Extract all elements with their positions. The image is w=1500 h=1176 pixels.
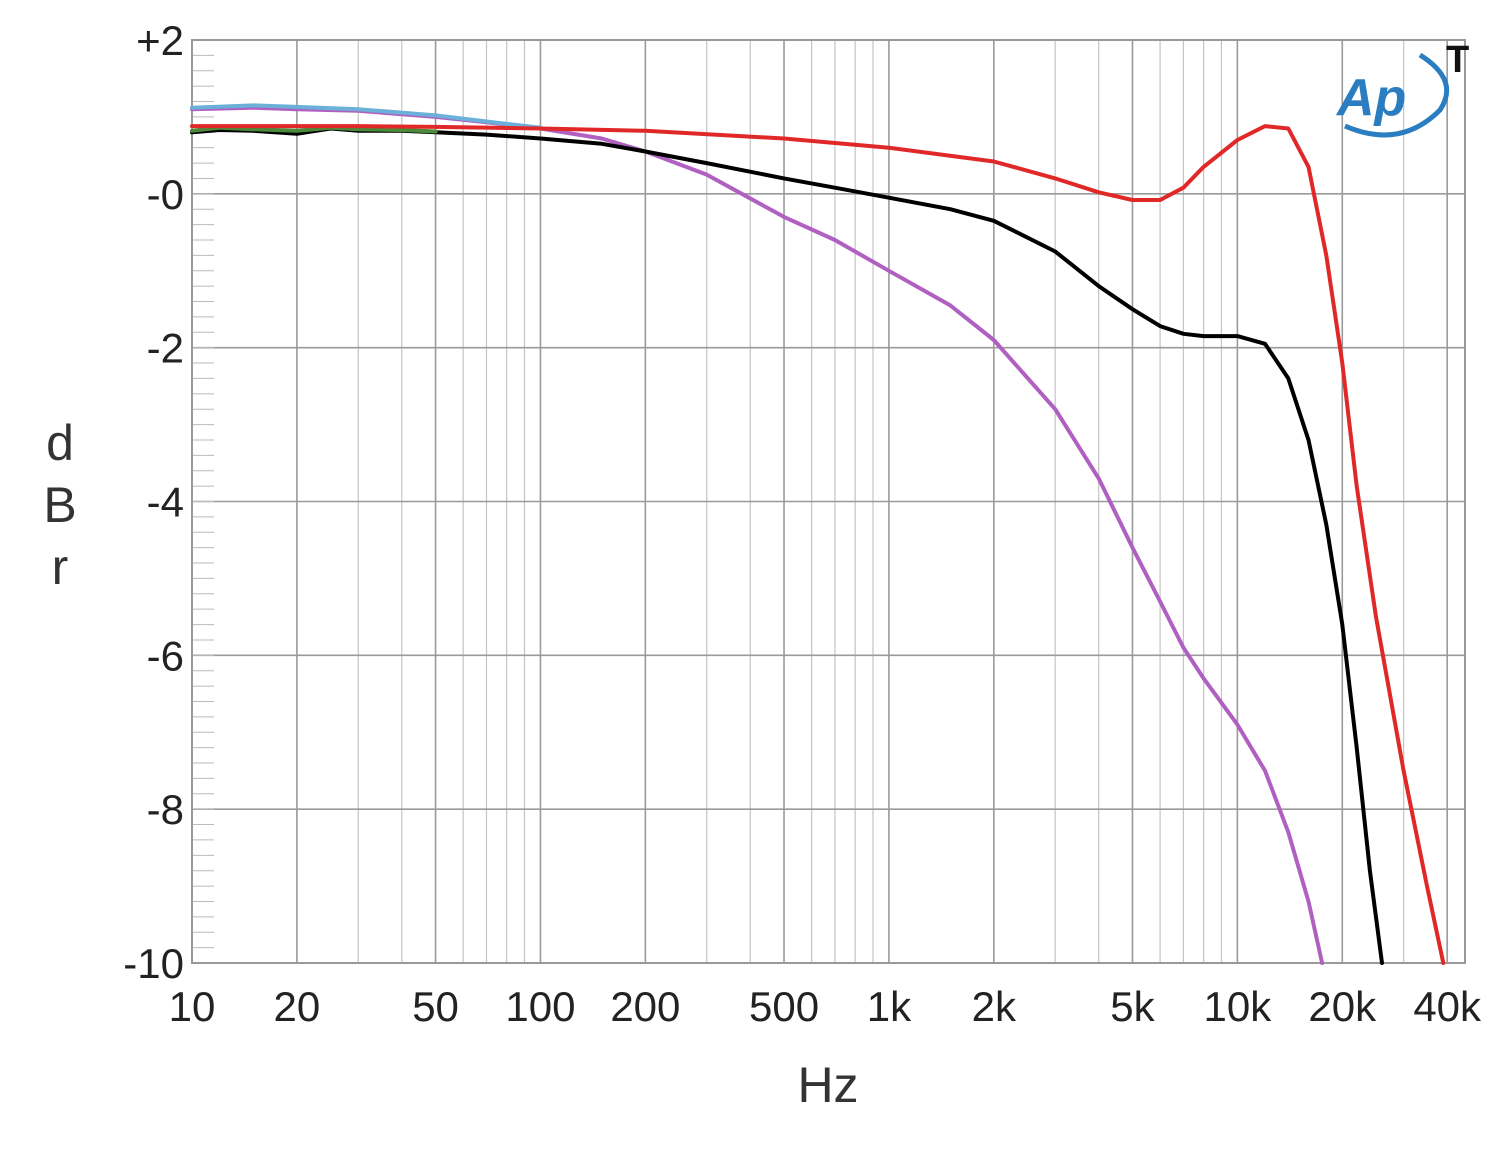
y-tick-label: -10 bbox=[123, 940, 184, 987]
plot-frame bbox=[191, 39, 1466, 964]
logo-superscript: T bbox=[1446, 39, 1469, 81]
x-tick-label: 100 bbox=[505, 983, 575, 1030]
x-tick-label: 2k bbox=[972, 983, 1017, 1030]
x-tick-label: 20 bbox=[274, 983, 321, 1030]
x-tick-label: 1k bbox=[867, 983, 912, 1030]
y-tick-label: -8 bbox=[147, 786, 184, 833]
x-tick-label: 10k bbox=[1204, 983, 1273, 1030]
x-tick-label: 500 bbox=[749, 983, 819, 1030]
x-tick-label: 200 bbox=[610, 983, 680, 1030]
x-tick-label: 5k bbox=[1110, 983, 1155, 1030]
y-tick-labels: +2 -0 -2 -4 -6 -8 -10 bbox=[123, 17, 184, 987]
y-axis-label-char: r bbox=[52, 539, 69, 595]
y-tick-label: -0 bbox=[147, 171, 184, 218]
y-tick-label: -6 bbox=[147, 632, 184, 679]
series-line-2 bbox=[190, 103, 543, 130]
x-tick-label: 20k bbox=[1308, 983, 1377, 1030]
y-tick-label: +2 bbox=[136, 17, 184, 64]
y-minor-ticks bbox=[192, 39, 214, 964]
series-layer bbox=[190, 103, 1446, 965]
x-tick-label: 40k bbox=[1413, 983, 1482, 1030]
y-axis-label-char: d bbox=[46, 415, 74, 471]
y-tick-label: -2 bbox=[147, 325, 184, 372]
ap-logo: Ap T bbox=[1335, 39, 1469, 138]
x-tick-labels: 10 20 50 100 200 500 1k 2k 5k 10k 20k 40k bbox=[169, 983, 1482, 1030]
logo-swoosh-icon bbox=[1344, 52, 1450, 138]
x-axis-label: Hz bbox=[797, 1057, 858, 1113]
x-tick-label: 10 bbox=[169, 983, 216, 1030]
y-tick-label: -4 bbox=[147, 479, 184, 526]
logo-text: Ap bbox=[1335, 69, 1406, 127]
x-tick-label: 50 bbox=[412, 983, 459, 1030]
y-axis-label-char: B bbox=[43, 477, 76, 533]
series-line-5 bbox=[190, 124, 1446, 965]
